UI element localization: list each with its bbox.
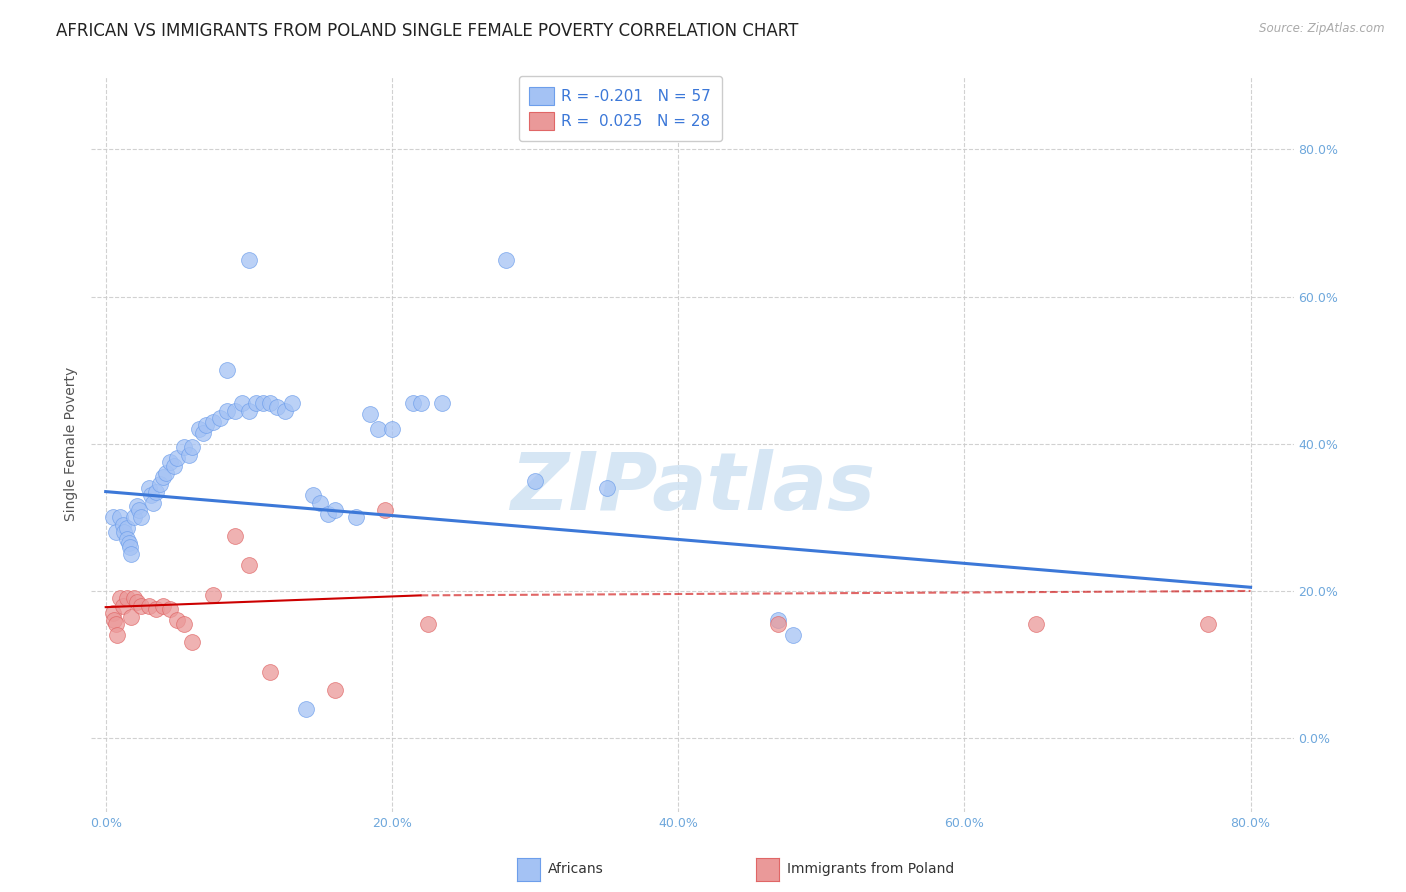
Point [409, 396, 432, 410]
Point [166, 614, 188, 628]
Point [238, 252, 260, 267]
Point [187, 422, 209, 436]
Point [118, 540, 141, 554]
Point [430, 396, 453, 410]
Point [104, 524, 127, 539]
Point [768, 614, 790, 628]
Point [238, 558, 260, 573]
Point [145, 602, 167, 616]
Point [374, 503, 396, 517]
Point [173, 441, 195, 455]
Point [224, 529, 246, 543]
Point [128, 503, 150, 517]
Point [105, 628, 128, 642]
Point [131, 510, 153, 524]
Point [117, 536, 139, 550]
Point [273, 403, 295, 417]
Point [124, 510, 146, 524]
Point [495, 252, 517, 267]
Point [768, 617, 790, 632]
Point [180, 441, 202, 455]
Point [217, 403, 239, 417]
Point [145, 484, 167, 499]
Text: ZIPatlas: ZIPatlas [510, 449, 875, 527]
Point [173, 617, 195, 632]
Point [302, 488, 325, 502]
Point [344, 510, 367, 524]
Point [141, 488, 163, 502]
Point [316, 507, 339, 521]
Point [259, 665, 281, 679]
Point [524, 474, 547, 488]
Point [166, 451, 188, 466]
Point [115, 591, 138, 606]
Point [120, 547, 143, 561]
Text: AFRICAN VS IMMIGRANTS FROM POLAND SINGLE FEMALE POVERTY CORRELATION CHART: AFRICAN VS IMMIGRANTS FROM POLAND SINGLE… [56, 22, 799, 40]
Point [1197, 617, 1219, 632]
Text: Africans: Africans [548, 862, 605, 876]
Point [1025, 617, 1047, 632]
Text: Source: ZipAtlas.com: Source: ZipAtlas.com [1260, 22, 1385, 36]
Point [149, 477, 172, 491]
Point [163, 458, 186, 473]
Point [367, 422, 389, 436]
Point [359, 407, 381, 422]
Point [152, 599, 174, 613]
Point [217, 363, 239, 377]
Point [108, 591, 131, 606]
Point [402, 396, 425, 410]
Point [127, 500, 149, 514]
Point [142, 496, 165, 510]
Point [180, 635, 202, 649]
Point [111, 517, 134, 532]
Point [111, 599, 134, 613]
Point [295, 701, 318, 715]
Point [159, 602, 181, 616]
Point [103, 614, 125, 628]
Point [127, 595, 149, 609]
Text: Immigrants from Poland: Immigrants from Poland [787, 862, 955, 876]
Point [323, 503, 346, 517]
Point [191, 425, 214, 440]
Point [104, 617, 127, 632]
Point [323, 683, 346, 698]
Point [416, 617, 439, 632]
Point [209, 411, 232, 425]
Point [115, 521, 138, 535]
Point [231, 396, 253, 410]
Point [152, 470, 174, 484]
Point [245, 396, 267, 410]
Point [101, 606, 124, 620]
Point [138, 481, 160, 495]
Point [159, 455, 181, 469]
Point [238, 403, 260, 417]
Point [194, 418, 217, 433]
Point [202, 588, 225, 602]
Point [309, 496, 332, 510]
Legend: R = -0.201   N = 57, R =  0.025   N = 28: R = -0.201 N = 57, R = 0.025 N = 28 [519, 76, 721, 141]
Y-axis label: Single Female Poverty: Single Female Poverty [65, 367, 79, 521]
Point [202, 415, 225, 429]
Point [595, 481, 617, 495]
Point [252, 396, 274, 410]
Point [112, 524, 135, 539]
Point [155, 466, 177, 480]
Point [138, 599, 160, 613]
Point [131, 599, 153, 613]
Point [224, 403, 246, 417]
Point [108, 510, 131, 524]
Point [101, 510, 124, 524]
Point [259, 396, 281, 410]
Point [115, 533, 138, 547]
Point [177, 448, 200, 462]
Point [120, 609, 143, 624]
Point [124, 591, 146, 606]
Point [782, 628, 804, 642]
Point [281, 396, 304, 410]
Point [381, 422, 404, 436]
Point [266, 400, 288, 414]
